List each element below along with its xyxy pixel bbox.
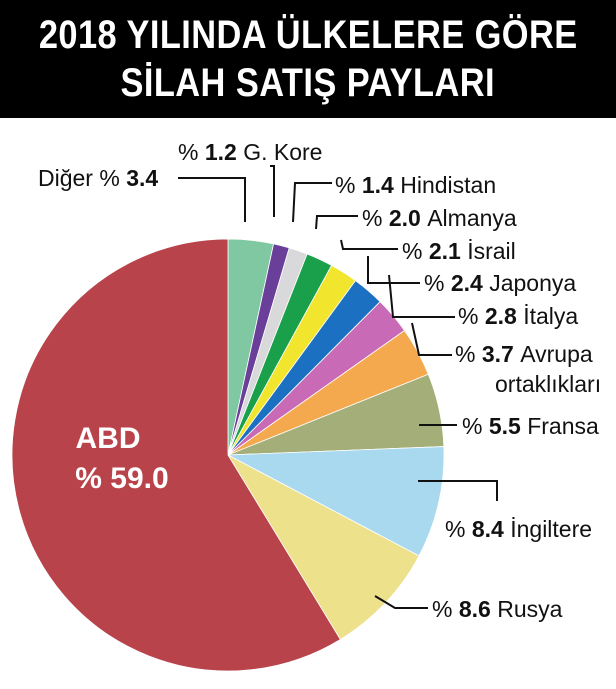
pie-slice-i-ngiltere — [226, 446, 445, 557]
slice-label-name-rusya: Rusya — [497, 596, 562, 622]
slice-label-unit-g-kore: % — [178, 139, 205, 165]
slice-value-avrupa-ortakliklari: 3.7 — [482, 341, 520, 367]
slice-label-unit-fransa: % — [462, 413, 489, 439]
chart-title-bar: 2018 YILINDA ÜLKELERE GÖRE SİLAH SATIŞ P… — [0, 0, 616, 118]
slice-label-name-diger: Diğer — [38, 165, 99, 191]
slice-label-unit-avrupa-ortakliklari: % — [455, 341, 482, 367]
slice-label-i-talya: % 2.8 İtalya — [458, 303, 578, 329]
slice-value-fransa: 5.5 — [489, 413, 527, 439]
slice-label-abd: ABD — [76, 422, 141, 455]
slice-label-avrupa-ortakliklari: % 3.7 Avrupa — [455, 341, 593, 367]
pie-chart: Diğer % 3.4% 1.2 G. Kore% 1.4 Hindistan%… — [11, 139, 601, 672]
leader-line-i-talya — [388, 274, 455, 318]
slice-label-line2-avrupa-ortakliklari: ortaklıkları — [495, 371, 601, 397]
slice-label-unit-diger: % — [99, 165, 126, 191]
slice-value-almanya: 2.0 — [389, 205, 427, 231]
slice-value-i-srail: 2.1 — [429, 238, 467, 264]
slice-label-unit-hindistan: % — [335, 172, 362, 198]
slice-value-rusya: 8.6 — [459, 596, 497, 622]
slice-label-unit-i-talya: % — [458, 303, 485, 329]
slice-label-name-fransa: Fransa — [527, 413, 599, 439]
slice-value-abd: % 59.0 — [75, 462, 168, 495]
slice-label-japonya: % 2.4 Japonya — [424, 270, 576, 296]
slice-label-name-i-srail: İsrail — [467, 238, 516, 264]
leader-line-diger — [178, 177, 246, 222]
leader-line-i-srail — [340, 239, 398, 250]
slice-label-name-i-ngiltere: İngiltere — [510, 516, 592, 542]
slice-label-unit-almanya: % — [362, 205, 389, 231]
slice-value-i-ngiltere: 8.4 — [472, 516, 510, 542]
chart-title-line-2: SİLAH SATIŞ PAYLARI — [120, 61, 496, 105]
slice-label-unit-i-ngiltere: % — [445, 516, 472, 542]
leader-line-g-kore — [270, 165, 275, 217]
leader-line-i-ngiltere — [418, 480, 498, 501]
slice-label-name-japonya: Japonya — [489, 270, 576, 296]
slice-label-name-hindistan: Hindistan — [400, 172, 496, 198]
slice-value-i-talya: 2.8 — [485, 303, 523, 329]
slice-label-diger: Diğer % 3.4 — [38, 165, 158, 191]
slice-label-rusya: % 8.6 Rusya — [432, 596, 563, 622]
slice-label-unit-i-srail: % — [402, 238, 429, 264]
leader-line-avrupa-ortakliklari — [411, 322, 452, 356]
slice-label-name-g-kore: G. Kore — [243, 139, 322, 165]
slice-value-g-kore: 1.2 — [205, 139, 243, 165]
slice-label-fransa: % 5.5 Fransa — [462, 413, 599, 439]
leader-line-almanya — [315, 215, 358, 230]
slice-label-name-almanya: Almanya — [427, 205, 517, 231]
leader-line-rusya — [374, 595, 428, 609]
slice-label-hindistan: % 1.4 Hindistan — [335, 172, 496, 198]
slice-label-almanya: % 2.0 Almanya — [362, 205, 517, 231]
slice-label-name-avrupa-ortakliklari: Avrupa — [520, 341, 593, 367]
slice-label-i-srail: % 2.1 İsrail — [402, 238, 516, 264]
leader-line-hindistan — [292, 182, 332, 223]
slice-label-name-i-talya: İtalya — [523, 303, 578, 329]
slice-value-diger: 3.4 — [126, 165, 158, 191]
pie-slice-abd — [11, 238, 341, 672]
slice-label-unit-rusya: % — [432, 596, 459, 622]
slice-label-g-kore: % 1.2 G. Kore — [178, 139, 322, 165]
slice-label-i-ngiltere: % 8.4 İngiltere — [445, 516, 592, 542]
slice-value-hindistan: 1.4 — [362, 172, 400, 198]
leader-line-japonya — [367, 256, 420, 284]
slice-label-unit-japonya: % — [424, 270, 451, 296]
slice-value-japonya: 2.4 — [451, 270, 489, 296]
chart-title-line-1: 2018 YILINDA ÜLKELERE GÖRE — [38, 13, 578, 57]
